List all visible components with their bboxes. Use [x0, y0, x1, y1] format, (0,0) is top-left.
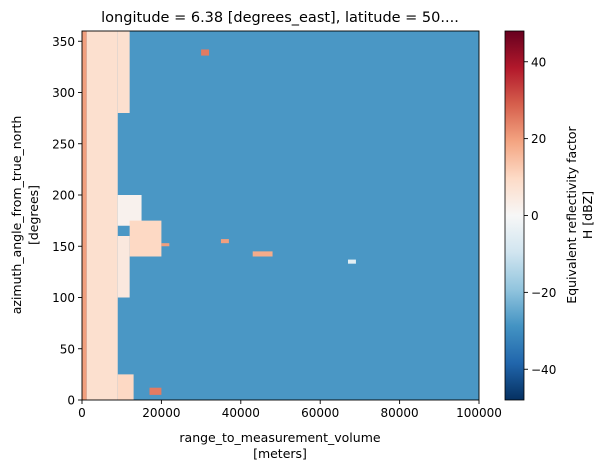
- heatmap-cell-8: [161, 243, 170, 247]
- y-axis-label: azimuth_angle_from_true_north: [9, 116, 24, 315]
- colorbar-tick-label: −40: [531, 363, 556, 377]
- y-tick-label: 300: [52, 86, 75, 100]
- x-axis: 0 20000 40000 60000 80000 100000: [78, 400, 502, 420]
- heatmap-cell-2: [117, 374, 134, 400]
- plot-area: [81, 30, 480, 401]
- y-tick-label: 250: [52, 137, 75, 151]
- heatmap-cell-6: [129, 220, 162, 257]
- x-tick-label: 60000: [301, 406, 339, 420]
- y-tick-label: 350: [52, 35, 75, 49]
- heatmap-cell-4: [117, 195, 142, 226]
- x-axis-label-units: [meters]: [253, 446, 307, 461]
- y-axis-label-units: [degrees]: [26, 185, 41, 245]
- y-tick-label: 100: [52, 291, 75, 305]
- colorbar-tick-label: 0: [531, 209, 539, 223]
- y-axis: 0 50 100 150 200 250 300 350: [52, 35, 82, 408]
- colorbar-tick-label: 40: [531, 55, 546, 69]
- x-tick-label: 20000: [142, 406, 180, 420]
- x-tick-label: 40000: [222, 406, 260, 420]
- colorbar-label: Equivalent reflectivity factor: [564, 125, 579, 303]
- colorbar-ticks: −40 −20 0 20 40: [524, 55, 556, 377]
- chart-title: longitude = 6.38 [degrees_east], latitud…: [101, 10, 459, 26]
- colorbar: −40 −20 0 20 40 Equivalent reflectivity fact…: [504, 30, 595, 401]
- x-tick-label: 80000: [381, 406, 419, 420]
- heatmap-background: [82, 31, 479, 400]
- colorbar-tick-label: 20: [531, 132, 546, 146]
- y-tick-label: 0: [67, 394, 75, 408]
- y-tick-label: 200: [52, 189, 75, 203]
- heatmap-cell-11: [252, 251, 273, 257]
- colorbar-gradient: [504, 30, 525, 401]
- x-axis-label: range_to_measurement_volume: [179, 430, 380, 445]
- colorbar-label-units: H [dBZ]: [580, 191, 595, 239]
- y-tick-label: 150: [52, 240, 75, 254]
- heatmap-cell-12: [347, 259, 356, 264]
- heatmap-cells: [82, 31, 356, 400]
- x-tick-label: 100000: [456, 406, 502, 420]
- heatmap-cell-3: [117, 236, 130, 298]
- colorbar-tick-label: −20: [531, 286, 556, 300]
- heatmap-cell-1: [86, 31, 118, 400]
- x-tick-label: 0: [78, 406, 86, 420]
- heatmap-cell-5: [117, 31, 130, 113]
- heatmap-cell-10: [220, 239, 229, 244]
- heatmap-cell-9: [201, 49, 210, 56]
- y-tick-label: 50: [60, 342, 75, 356]
- heatmap-cell-7: [149, 387, 162, 395]
- plot-frame: [81, 30, 480, 401]
- heatmap-cell-0: [82, 31, 87, 400]
